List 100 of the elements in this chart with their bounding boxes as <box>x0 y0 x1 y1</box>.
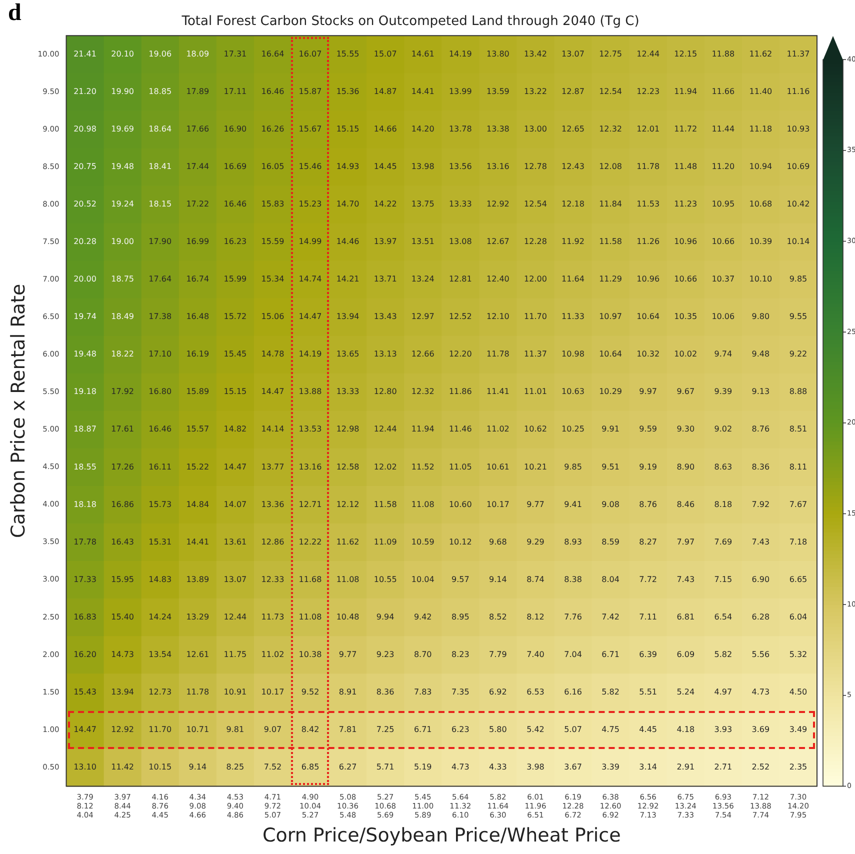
data-label: 8.90 <box>676 462 695 472</box>
data-label: 11.78 <box>486 350 510 359</box>
data-label: 17.64 <box>148 274 172 284</box>
data-label: 5.82 <box>714 650 732 659</box>
data-label: 15.46 <box>298 162 322 172</box>
data-label: 15.72 <box>224 312 247 322</box>
data-label: 10.98 <box>562 350 584 359</box>
data-label: 18.41 <box>148 162 172 172</box>
data-label: 5.07 <box>564 724 582 734</box>
data-label: 8.23 <box>451 650 470 659</box>
data-label: 8.91 <box>338 687 357 696</box>
data-label: 7.04 <box>564 650 582 659</box>
data-label: 13.99 <box>448 86 472 96</box>
data-label: 8.52 <box>489 612 507 622</box>
data-label: 10.61 <box>486 462 510 472</box>
data-label: 14.46 <box>336 237 360 246</box>
data-label: 10.02 <box>674 350 698 359</box>
data-label: 9.91 <box>602 424 620 434</box>
data-label: 5.56 <box>752 650 770 659</box>
data-label: 8.38 <box>564 574 582 584</box>
data-label: 9.22 <box>789 350 808 359</box>
data-label: 18.09 <box>186 49 210 58</box>
data-label: 11.16 <box>786 86 810 96</box>
data-label: 19.48 <box>74 350 96 359</box>
data-label: 19.69 <box>111 124 134 134</box>
data-label: 9.85 <box>564 462 582 472</box>
data-label: 6.16 <box>564 687 582 696</box>
data-label: 19.18 <box>74 387 96 396</box>
data-label: 14.19 <box>448 49 472 58</box>
data-label: 17.22 <box>186 200 210 209</box>
data-label: 13.00 <box>524 124 547 134</box>
data-label: 7.72 <box>639 574 657 584</box>
data-label: 13.43 <box>374 312 397 322</box>
data-label: 16.19 <box>186 350 210 359</box>
data-label: 4.50 <box>789 687 808 696</box>
data-label: 12.66 <box>411 350 434 359</box>
data-label: 14.82 <box>224 424 247 434</box>
data-label: 17.44 <box>186 162 210 172</box>
data-label: 13.16 <box>298 462 322 472</box>
data-label: 17.26 <box>111 462 134 472</box>
data-label: 20.10 <box>111 49 134 58</box>
data-label: 18.64 <box>148 124 172 134</box>
data-label: 13.07 <box>224 574 247 584</box>
data-label: 5.51 <box>639 687 657 696</box>
data-label: 13.89 <box>186 574 210 584</box>
data-label: 8.51 <box>789 424 808 434</box>
data-label: 10.10 <box>749 274 772 284</box>
data-label: 9.57 <box>451 574 470 584</box>
data-label: 9.94 <box>376 612 394 622</box>
data-label: 14.74 <box>298 274 322 284</box>
data-label: 15.55 <box>336 49 360 58</box>
data-label: 10.96 <box>636 274 660 284</box>
data-label: 8.70 <box>414 650 432 659</box>
data-label: 6.65 <box>789 574 808 584</box>
data-label: 15.45 <box>224 350 247 359</box>
data-label: 17.89 <box>186 86 210 96</box>
data-label: 19.74 <box>74 312 96 322</box>
data-label: 15.73 <box>148 500 172 509</box>
data-label: 10.12 <box>448 537 472 546</box>
data-label: 13.75 <box>411 200 434 209</box>
data-label: 16.05 <box>261 162 284 172</box>
data-label: 11.09 <box>374 537 397 546</box>
data-label: 6.28 <box>752 612 770 622</box>
data-label: 9.51 <box>602 462 620 472</box>
data-label: 19.24 <box>111 200 134 209</box>
data-label: 21.41 <box>74 49 96 58</box>
data-label: 16.80 <box>148 387 172 396</box>
data-label: 13.38 <box>486 124 510 134</box>
data-label: 6.92 <box>489 687 507 696</box>
data-label: 5.71 <box>376 762 394 772</box>
data-label: 10.59 <box>411 537 434 546</box>
data-label: 12.54 <box>524 200 547 209</box>
data-label: 2.71 <box>714 762 732 772</box>
data-label: 10.17 <box>486 500 510 509</box>
data-label: 14.21 <box>336 274 360 284</box>
data-label: 17.92 <box>111 387 134 396</box>
data-label: 7.83 <box>414 687 432 696</box>
data-label: 19.90 <box>111 86 134 96</box>
data-label: 8.59 <box>602 537 620 546</box>
data-label: 15.36 <box>336 86 360 96</box>
data-label: 9.74 <box>714 350 732 359</box>
data-label: 7.81 <box>338 724 357 734</box>
data-label: 12.20 <box>448 350 472 359</box>
data-label: 14.99 <box>298 237 322 246</box>
data-label: 11.62 <box>336 537 360 546</box>
data-label: 9.48 <box>752 350 770 359</box>
data-label: 9.55 <box>789 312 808 322</box>
data-label: 7.43 <box>752 537 770 546</box>
data-label: 11.46 <box>448 424 472 434</box>
data-label: 21.20 <box>74 86 96 96</box>
data-label: 11.18 <box>749 124 772 134</box>
data-label: 15.15 <box>336 124 360 134</box>
data-label: 7.43 <box>676 574 695 584</box>
data-label: 10.55 <box>374 574 397 584</box>
data-label: 15.06 <box>261 312 284 322</box>
data-label: 13.10 <box>74 762 96 772</box>
data-label: 11.62 <box>749 49 772 58</box>
data-label: 11.29 <box>599 274 622 284</box>
data-label: 13.08 <box>448 237 472 246</box>
data-label: 11.72 <box>674 124 698 134</box>
